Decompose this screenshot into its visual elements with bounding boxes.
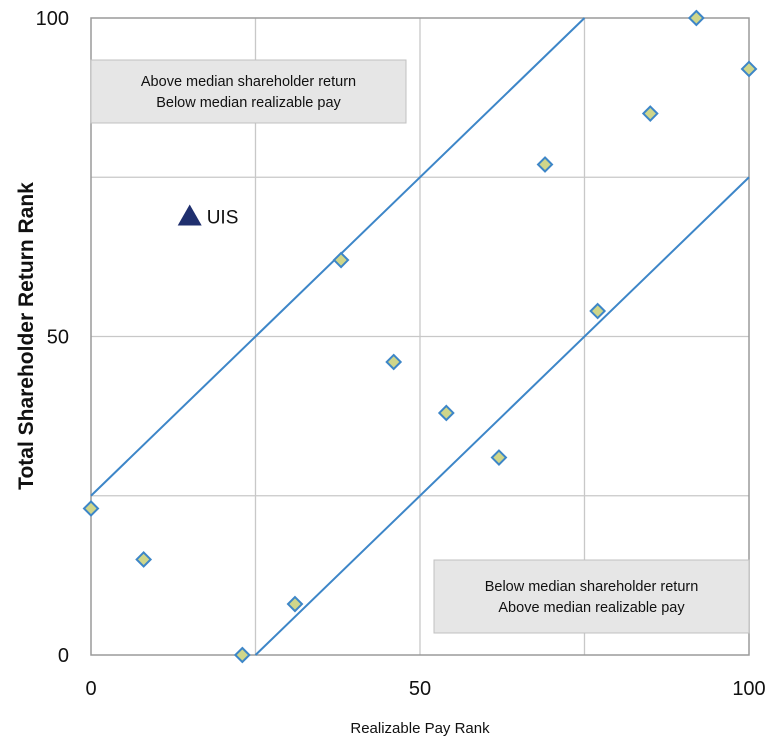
tick-labels: 0 50 100 0 50 100 (36, 8, 766, 700)
data-point-diamond (641, 105, 659, 122)
annotation-line: Above median realizable pay (498, 600, 685, 616)
annotation-box-top-left: Above median shareholder return Below med… (90, 59, 407, 124)
x-tick-label: 0 (85, 678, 96, 700)
data-point-diamond (135, 551, 153, 568)
data-point-diamond (536, 156, 554, 173)
y-tick-label: 100 (36, 8, 69, 30)
annotation-layer: Above median shareholder return Below med… (90, 59, 750, 634)
series-uis: UIS (177, 204, 239, 228)
data-point-diamond (82, 500, 100, 517)
plot-border (90, 17, 750, 656)
data-point-diamond (687, 9, 705, 27)
data-point-diamond (740, 60, 758, 78)
series-label: UIS (207, 207, 239, 228)
y-axis-label: Total Shareholder Return Rank (15, 182, 38, 490)
y-tick-label: 0 (58, 645, 69, 667)
series-companies (82, 9, 758, 664)
reference-line (254, 176, 750, 656)
annotation-line: Below median realizable pay (156, 95, 341, 111)
annotation-background (433, 559, 750, 634)
y-tick-label: 50 (47, 327, 69, 349)
data-point-diamond (437, 404, 455, 422)
x-axis-label: Realizable Pay Rank (350, 720, 490, 737)
data-point-diamond (385, 353, 403, 371)
annotation-line: Above median shareholder return (141, 74, 356, 90)
data-point-diamond (490, 449, 508, 466)
x-tick-label: 100 (732, 678, 765, 700)
data-points: UIS (82, 9, 758, 664)
data-point-diamond (589, 302, 607, 320)
data-point-triangle (177, 204, 202, 226)
data-point-diamond (332, 251, 350, 269)
data-point-diamond (233, 646, 251, 664)
x-tick-label: 50 (409, 678, 431, 700)
annotation-line: Below median shareholder return (485, 579, 699, 595)
annotation-background (90, 59, 407, 124)
annotation-box-bottom-right: Below median shareholder return Above med… (433, 559, 750, 634)
data-point-diamond (286, 595, 304, 613)
